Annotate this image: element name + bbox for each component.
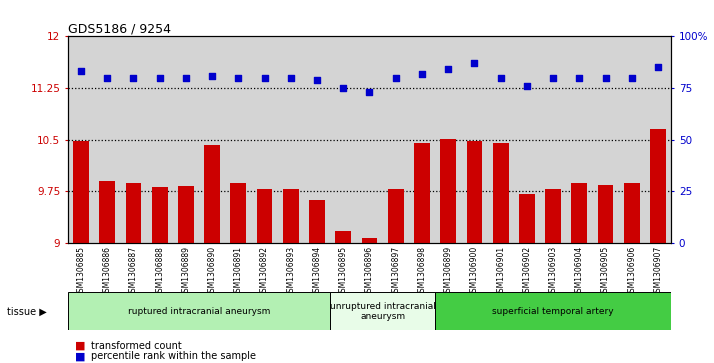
Bar [73,141,89,243]
Text: tissue ▶: tissue ▶ [7,306,47,316]
Bar [519,193,535,243]
Point [495,75,506,81]
Point [233,75,244,81]
Text: GSM1306902: GSM1306902 [523,246,531,297]
Point [101,75,113,81]
Text: GSM1306903: GSM1306903 [548,246,558,297]
Point [573,75,585,81]
Text: ■: ■ [75,340,86,351]
Bar [204,145,220,243]
Bar [414,143,430,243]
Point [468,60,480,66]
Text: GSM1306898: GSM1306898 [418,246,426,297]
Bar [650,129,666,243]
Text: GSM1306899: GSM1306899 [443,246,453,297]
Text: GSM1306906: GSM1306906 [628,246,636,297]
Bar [361,238,378,243]
Point [259,75,271,81]
Bar [336,232,351,243]
Bar [309,200,325,243]
Text: GSM1306900: GSM1306900 [470,246,479,297]
Point [600,75,611,81]
Bar [178,186,193,243]
Bar [68,292,330,330]
Text: percentile rank within the sample: percentile rank within the sample [91,351,256,362]
Text: GSM1306889: GSM1306889 [181,246,191,297]
Bar [330,292,435,330]
Text: GSM1306895: GSM1306895 [338,246,348,297]
Text: GSM1306888: GSM1306888 [155,246,164,297]
Bar [441,139,456,243]
Text: GSM1306893: GSM1306893 [286,246,296,297]
Bar [435,292,671,330]
Text: GSM1306886: GSM1306886 [103,246,111,297]
Text: unruptured intracranial
aneurysm: unruptured intracranial aneurysm [330,302,436,321]
Point [180,75,191,81]
Bar [388,189,403,243]
Text: GSM1306901: GSM1306901 [496,246,505,297]
Bar [231,183,246,243]
Bar [493,143,508,243]
Point [154,75,166,81]
Bar [126,183,141,243]
Point [548,75,559,81]
Text: GSM1306904: GSM1306904 [575,246,584,297]
Bar [624,183,640,243]
Point [653,65,664,70]
Bar [466,141,482,243]
Point [285,75,296,81]
Point [521,83,533,89]
Text: GDS5186 / 9254: GDS5186 / 9254 [68,22,171,35]
Text: GSM1306892: GSM1306892 [260,246,269,297]
Text: GSM1306894: GSM1306894 [313,246,321,297]
Bar [257,189,273,243]
Text: transformed count: transformed count [91,340,181,351]
Text: GSM1306896: GSM1306896 [365,246,374,297]
Text: ■: ■ [75,351,86,362]
Text: GSM1306890: GSM1306890 [208,246,216,297]
Text: GSM1306905: GSM1306905 [601,246,610,297]
Text: GSM1306897: GSM1306897 [391,246,401,297]
Text: ruptured intracranial aneurysm: ruptured intracranial aneurysm [128,307,270,316]
Point [338,85,349,91]
Point [363,89,375,95]
Point [416,71,428,77]
Point [443,66,454,72]
Point [311,77,323,83]
Text: GSM1306907: GSM1306907 [653,246,663,297]
Point [206,73,218,78]
Point [128,75,139,81]
Bar [571,183,587,243]
Point [390,75,401,81]
Text: superficial temporal artery: superficial temporal artery [493,307,614,316]
Point [75,69,86,74]
Bar [283,189,298,243]
Bar [598,185,613,243]
Text: GSM1306887: GSM1306887 [129,246,138,297]
Text: GSM1306891: GSM1306891 [234,246,243,297]
Bar [152,187,168,243]
Bar [545,189,561,243]
Point [626,75,638,81]
Bar [99,181,115,243]
Text: GSM1306885: GSM1306885 [76,246,86,297]
